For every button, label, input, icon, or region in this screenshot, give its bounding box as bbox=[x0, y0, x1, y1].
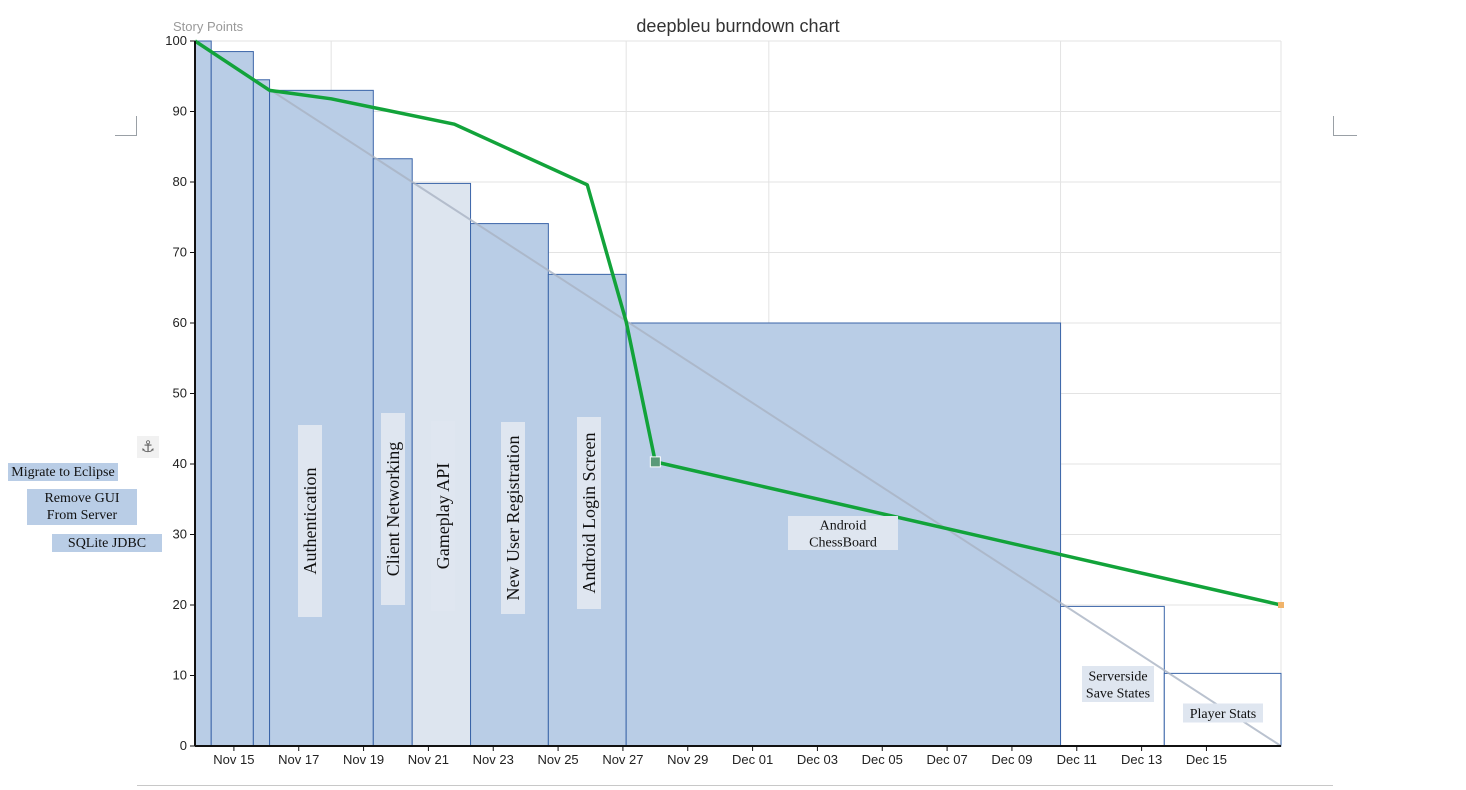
actual-burndown-line bbox=[194, 39, 1282, 607]
actual-line-end-marker bbox=[1278, 602, 1284, 608]
x-tick-label: Nov 21 bbox=[408, 752, 449, 767]
x-tick-label: Dec 07 bbox=[926, 752, 967, 767]
bar-migrate-to-eclipse bbox=[194, 40, 212, 747]
label-authentication: Authentication bbox=[300, 468, 320, 575]
x-tick-label: Nov 15 bbox=[213, 752, 254, 767]
label-gameplay-api: Gameplay API bbox=[433, 463, 453, 569]
y-tick-label: 30 bbox=[173, 527, 187, 542]
y-tick-label: 20 bbox=[173, 597, 187, 612]
label-player-stats: Player Stats bbox=[1190, 707, 1257, 722]
x-tick-label: Nov 19 bbox=[343, 752, 384, 767]
margin-mark-left bbox=[115, 116, 137, 136]
page-bottom-rule bbox=[137, 785, 1333, 786]
axes: 0 10 20 30 40 50 60 70 80 90 100 Nov 15 Nov 17 Nov 19… bbox=[165, 33, 1281, 767]
label-new-user-registration-box bbox=[501, 422, 525, 614]
bar-authentication bbox=[269, 89, 374, 747]
label-android-login-screen: Android Login Screen bbox=[579, 433, 599, 594]
label-android-chessboard: Android ChessBoard bbox=[809, 519, 877, 551]
side-label-sqlite-jdbc: SQLite JDBC bbox=[52, 534, 162, 552]
ideal-burndown-line bbox=[194, 40, 1282, 747]
y-tick-label: 10 bbox=[173, 668, 187, 683]
x-tick-label: Dec 03 bbox=[797, 752, 838, 767]
y-tick-label: 70 bbox=[173, 245, 187, 260]
actual-line-marker bbox=[649, 456, 661, 468]
bar-remove-gui-from-server bbox=[210, 51, 254, 747]
task-labels: Authentication Client Networking Gameplay … bbox=[298, 413, 1263, 723]
label-authentication-box bbox=[298, 425, 322, 617]
label-serverside-save-states-box bbox=[1082, 666, 1154, 702]
anchor-icon[interactable]: ⚓ bbox=[137, 436, 159, 458]
burndown-lines bbox=[194, 39, 1284, 747]
x-tick-label: Nov 17 bbox=[278, 752, 319, 767]
x-tick-label: Dec 05 bbox=[862, 752, 903, 767]
x-tick-label: Nov 29 bbox=[667, 752, 708, 767]
y-tick-label: 100 bbox=[165, 33, 187, 48]
x-tick-label: Nov 23 bbox=[473, 752, 514, 767]
side-label-remove-gui: Remove GUI From Server bbox=[27, 489, 137, 525]
x-tick-label: Nov 27 bbox=[602, 752, 643, 767]
y-tick-label: 60 bbox=[173, 315, 187, 330]
y-tick-label: 80 bbox=[173, 174, 187, 189]
label-player-stats-box bbox=[1183, 703, 1263, 723]
label-android-login-screen-box bbox=[577, 417, 601, 609]
label-gameplay-api-box bbox=[431, 421, 455, 611]
bar-sqlite-jdbc bbox=[252, 79, 271, 747]
y-tick-label: 0 bbox=[180, 738, 187, 753]
x-tick-label: Dec 01 bbox=[732, 752, 773, 767]
label-client-networking: Client Networking bbox=[383, 442, 403, 576]
x-tick-label: Nov 25 bbox=[537, 752, 578, 767]
y-tick-label: 40 bbox=[173, 456, 187, 471]
label-serverside-save-states: Serverside Save States bbox=[1086, 670, 1150, 702]
y-tick-label: 50 bbox=[173, 386, 187, 401]
y-axis-label: Story Points bbox=[173, 19, 244, 34]
side-label-migrate-to-eclipse: Migrate to Eclipse bbox=[8, 463, 118, 481]
chart-title: deepbleu burndown chart bbox=[636, 16, 839, 36]
label-client-networking-box bbox=[381, 413, 405, 605]
label-new-user-registration: New User Registration bbox=[503, 436, 523, 601]
x-tick-label: Dec 09 bbox=[991, 752, 1032, 767]
x-tick-label: Dec 11 bbox=[1057, 752, 1097, 767]
x-tick-label: Dec 15 bbox=[1186, 752, 1227, 767]
x-tick-label: Dec 13 bbox=[1121, 752, 1162, 767]
y-tick-label: 90 bbox=[173, 104, 187, 119]
label-android-chessboard-box bbox=[788, 516, 898, 550]
margin-mark-right bbox=[1333, 116, 1357, 136]
